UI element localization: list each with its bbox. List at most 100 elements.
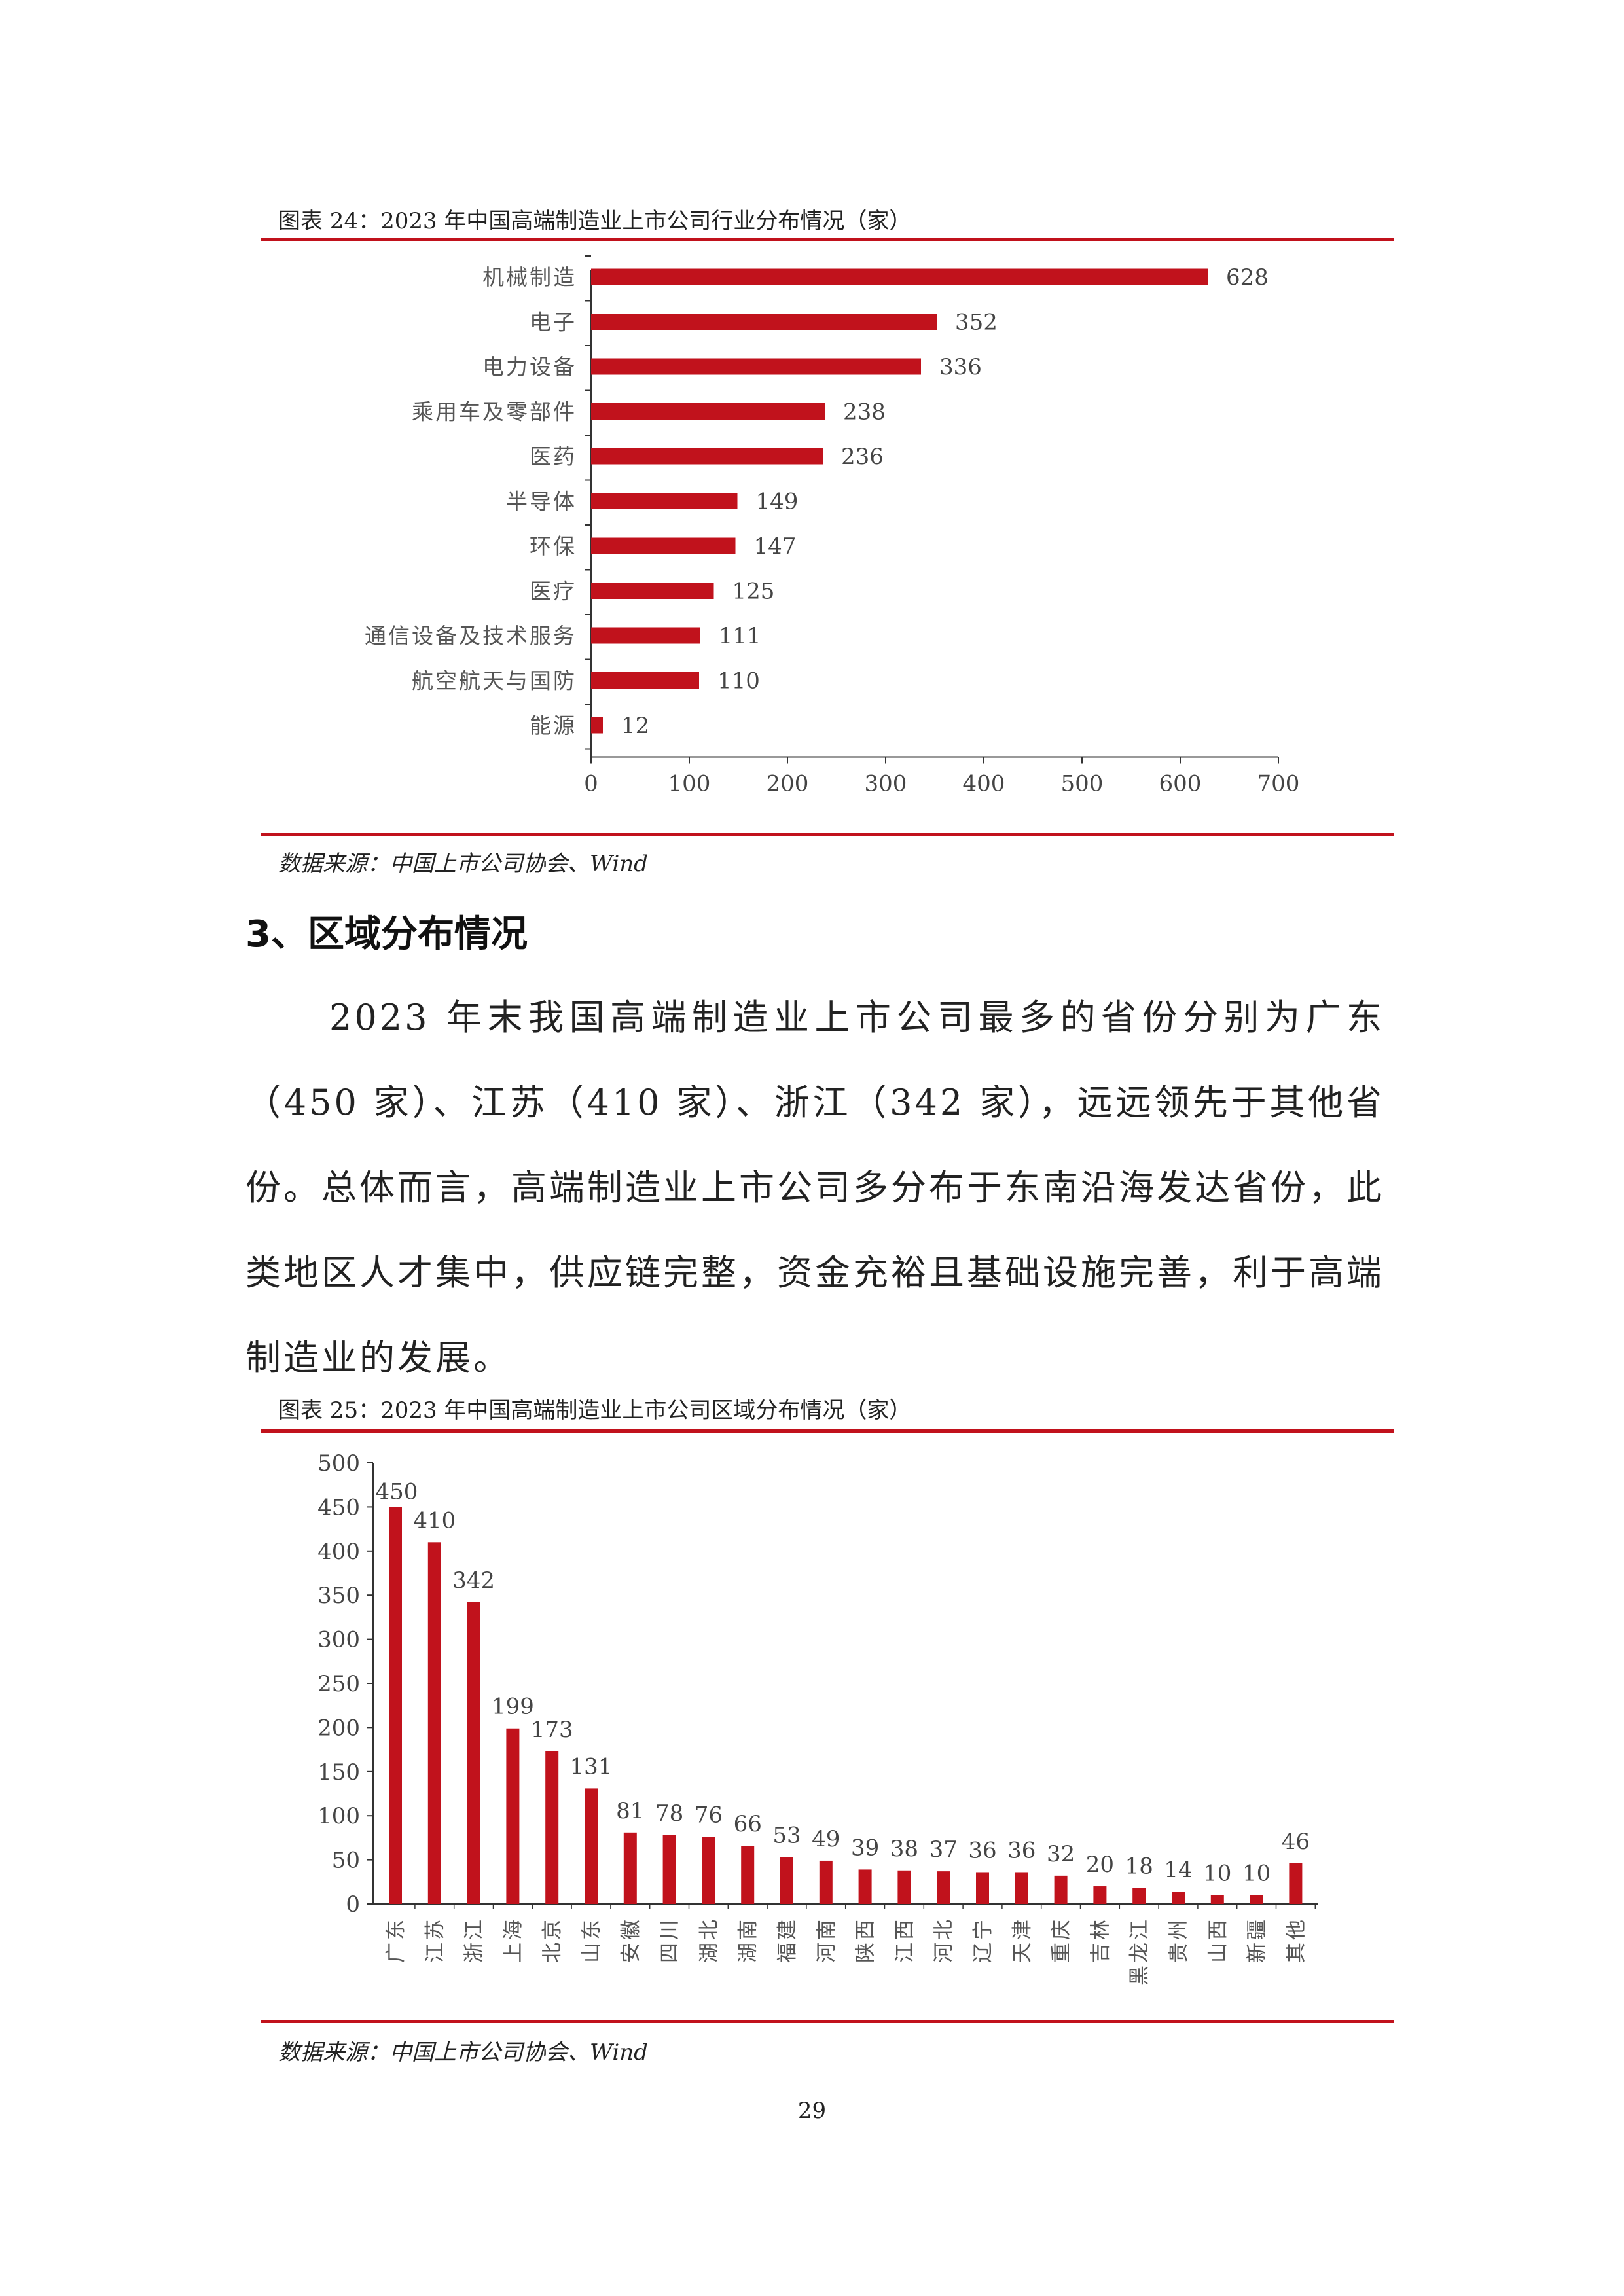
bar — [1015, 1872, 1028, 1904]
category-label: 通信设备及技术服务 — [365, 623, 577, 649]
bar — [389, 1507, 402, 1904]
figure-25-title: 图表 25：2023 年中国高端制造业上市公司区域分布情况（家） — [278, 1397, 912, 1424]
figure-25-bottom-rule — [261, 2020, 1394, 2023]
category-label: 贵州 — [1167, 1917, 1191, 1963]
data-label: 20 — [1086, 1852, 1114, 1878]
figure-24-title: 图表 24：2023 年中国高端制造业上市公司行业分布情况（家） — [278, 208, 912, 234]
figure-25-top-rule — [261, 1429, 1394, 1433]
category-label: 吉林 — [1089, 1917, 1112, 1963]
data-label: 110 — [717, 668, 760, 694]
bar — [591, 537, 736, 554]
bar — [858, 1869, 872, 1904]
bar — [591, 403, 825, 420]
bar — [780, 1857, 793, 1904]
bar — [1054, 1875, 1068, 1904]
bar — [623, 1832, 637, 1904]
data-label: 78 — [655, 1801, 683, 1827]
category-label: 电力设备 — [482, 354, 577, 380]
figure-24-source: 数据来源：中国上市公司协会、Wind — [278, 851, 648, 877]
category-label: 安徽 — [619, 1917, 643, 1963]
body-paragraph: 2023 年末我国高端制造业上市公司最多的省份分别为广东（450 家）、江苏（4… — [245, 997, 1384, 1378]
category-label: 山西 — [1206, 1917, 1230, 1963]
bar — [591, 717, 603, 734]
data-label: 352 — [955, 310, 998, 336]
category-label: 半导体 — [506, 489, 577, 514]
category-label: 航空航天与国防 — [412, 668, 577, 694]
data-label: 125 — [732, 579, 775, 605]
data-label: 450 — [376, 1479, 418, 1505]
category-label: 山东 — [580, 1917, 604, 1963]
x-tick-label: 0 — [584, 771, 598, 797]
bar — [819, 1860, 833, 1904]
category-label: 湖南 — [736, 1917, 760, 1963]
data-label: 236 — [841, 444, 884, 470]
y-tick-label: 50 — [332, 1848, 360, 1874]
x-tick-label: 100 — [668, 771, 711, 797]
category-label: 辽宁 — [971, 1917, 995, 1963]
data-label: 53 — [772, 1823, 801, 1849]
region-distribution-chart: 0 50 100 150 200 250 300 350 400 450 500 450 广东 410 江苏… — [317, 1450, 1318, 1986]
data-label: 149 — [756, 489, 799, 515]
category-label: 河北 — [932, 1917, 956, 1963]
bar — [976, 1872, 989, 1904]
data-label: 342 — [452, 1568, 495, 1594]
bar — [1250, 1895, 1263, 1904]
category-label: 江西 — [893, 1917, 916, 1963]
data-label: 14 — [1164, 1857, 1192, 1883]
x-tick-label: 200 — [767, 771, 809, 797]
category-label: 上海 — [501, 1917, 525, 1963]
bar — [1172, 1892, 1185, 1904]
category-label: 天津 — [1011, 1917, 1034, 1963]
data-label: 81 — [616, 1798, 644, 1824]
y-tick-label: 400 — [317, 1539, 360, 1565]
category-label: 电子 — [530, 310, 577, 335]
data-label: 238 — [843, 399, 886, 425]
x-tick-label: 400 — [963, 771, 1005, 797]
data-label: 39 — [851, 1835, 879, 1861]
y-tick-label: 250 — [317, 1671, 360, 1697]
data-label: 12 — [621, 713, 649, 739]
data-label: 336 — [939, 354, 982, 380]
bar — [545, 1751, 559, 1904]
bar — [591, 627, 700, 644]
bar — [427, 1542, 441, 1904]
data-label: 37 — [929, 1837, 958, 1863]
data-label: 46 — [1282, 1829, 1310, 1855]
bar — [702, 1837, 715, 1904]
y-tick-label: 350 — [317, 1583, 360, 1609]
section-heading: 3、区域分布情况 — [245, 913, 528, 956]
data-label: 111 — [719, 623, 761, 649]
data-label: 38 — [890, 1836, 918, 1862]
category-label: 其他 — [1284, 1917, 1308, 1963]
bar — [1289, 1863, 1303, 1904]
data-label: 36 — [1007, 1837, 1036, 1863]
figure-25-source: 数据来源：中国上市公司协会、Wind — [278, 2039, 648, 2066]
bar — [506, 1728, 520, 1904]
bar — [1132, 1888, 1146, 1904]
category-label: 乘用车及零部件 — [412, 399, 577, 425]
data-label: 49 — [812, 1826, 840, 1852]
bar — [591, 448, 823, 465]
category-label: 重庆 — [1050, 1917, 1074, 1963]
bar — [591, 672, 699, 689]
category-label: 医疗 — [530, 579, 577, 604]
bar — [585, 1788, 598, 1904]
data-label: 66 — [734, 1811, 762, 1837]
y-tick-label: 300 — [317, 1627, 360, 1653]
bar — [1093, 1886, 1107, 1904]
y-tick-label: 450 — [317, 1494, 360, 1520]
category-label: 环保 — [530, 533, 577, 559]
bar — [591, 358, 921, 375]
category-label: 陕西 — [854, 1917, 878, 1963]
data-label: 147 — [754, 533, 797, 560]
y-tick-label: 150 — [317, 1759, 360, 1785]
bar — [591, 314, 937, 330]
x-tick-label: 500 — [1061, 771, 1104, 797]
category-label: 能源 — [530, 713, 577, 738]
bar — [591, 268, 1208, 285]
category-label: 浙江 — [463, 1917, 486, 1963]
data-label: 410 — [413, 1507, 456, 1534]
data-label: 173 — [531, 1717, 573, 1743]
bar — [591, 493, 738, 509]
data-label: 36 — [968, 1837, 996, 1863]
